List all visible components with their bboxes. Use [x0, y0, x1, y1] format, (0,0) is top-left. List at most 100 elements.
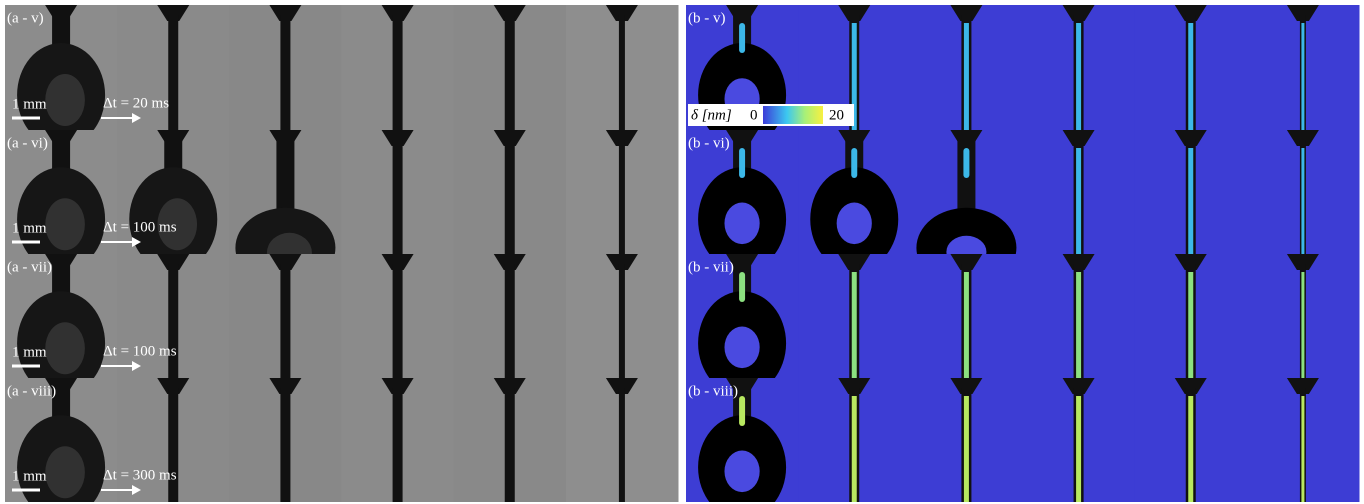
time-step: Δt = 100 ms: [103, 343, 177, 359]
thread: [168, 264, 178, 388]
thread: [505, 140, 515, 264]
panel-label: (a - vii): [7, 259, 52, 275]
thread: [505, 264, 515, 388]
thread-core: [963, 148, 969, 178]
thread: [505, 388, 515, 504]
thread: [393, 15, 403, 140]
drop-highlight: [45, 74, 85, 126]
drop-core: [837, 202, 872, 244]
scale-label: 1 mm: [12, 96, 47, 112]
thread-core: [851, 148, 857, 178]
thread: [619, 264, 625, 388]
image-cell: [910, 5, 1023, 140]
image-cell: [566, 378, 679, 504]
colorbar-max: 20: [829, 107, 844, 123]
image-cell: [117, 378, 230, 504]
panel-label: (a - vi): [7, 135, 48, 151]
image-cell: [798, 254, 911, 388]
scale-label: 1 mm: [12, 220, 47, 236]
image-cell: [454, 254, 567, 388]
image-cell: [1023, 378, 1136, 504]
panel-label: (b - vii): [688, 259, 734, 275]
thread-core: [964, 396, 969, 502]
thread: [619, 140, 625, 264]
thread-core: [964, 23, 969, 130]
thread-core: [1301, 23, 1304, 130]
scale-label: 1 mm: [12, 344, 47, 360]
image-cell: [1135, 378, 1248, 504]
thread-core: [1301, 272, 1304, 378]
thread-core: [1076, 148, 1081, 254]
thread-core: [852, 396, 857, 502]
image-cell: [1135, 130, 1248, 264]
thread-core: [852, 272, 857, 378]
thread: [168, 15, 178, 140]
image-cell: [1247, 254, 1360, 388]
figure: (a - v) 1 mm Δt = 20 ms (a - vi) 1 mm Δt = 10…: [0, 0, 1364, 504]
thread: [280, 264, 290, 388]
image-cell: [1247, 130, 1360, 264]
image-cell: [1023, 5, 1136, 140]
panel-label: (b - viii): [688, 383, 738, 399]
colorbar-min: 0: [750, 107, 758, 123]
thread-core: [1076, 23, 1081, 130]
image-cell: [454, 130, 567, 264]
colorbar-label: δ [nm]: [691, 107, 732, 123]
thread: [393, 388, 403, 504]
image-cell: [342, 130, 455, 264]
image-cell: [1135, 5, 1248, 140]
image-cell: [1135, 254, 1248, 388]
image-cell: [342, 378, 455, 504]
image-cell: [342, 5, 455, 140]
image-cell: [566, 130, 679, 264]
panel-label: (b - vi): [688, 135, 730, 151]
thread-core: [1301, 148, 1304, 254]
thread: [619, 388, 625, 504]
image-cell: [1023, 254, 1136, 388]
image-cell: [229, 5, 342, 140]
image-cell: [117, 130, 230, 271]
image-cell: [229, 254, 342, 388]
thread: [505, 15, 515, 140]
image-cell: [1023, 130, 1136, 264]
image-cell: [910, 254, 1023, 388]
thread-core: [964, 272, 969, 378]
drop-core: [724, 202, 759, 244]
thread-core: [1301, 396, 1304, 502]
thread-core: [1188, 396, 1193, 502]
time-step: Δt = 20 ms: [103, 95, 169, 111]
image-cell: [798, 378, 911, 504]
thread: [168, 388, 178, 504]
drop-highlight: [45, 446, 85, 498]
image-cell: [566, 5, 679, 140]
image-cell: [342, 254, 455, 388]
time-step: Δt = 100 ms: [103, 219, 177, 235]
thread-core: [1188, 148, 1193, 254]
drop-core: [724, 450, 759, 492]
drop-core: [724, 326, 759, 368]
image-cell: [454, 5, 567, 140]
thread: [619, 15, 625, 140]
image-cell: [454, 378, 567, 504]
thread: [393, 264, 403, 388]
colorbar: [763, 106, 823, 124]
image-cell: [910, 378, 1023, 504]
image-cell: [798, 130, 911, 271]
thread-core: [739, 396, 745, 426]
image-cell: [566, 254, 679, 388]
drop-highlight: [45, 198, 85, 250]
thread: [280, 388, 290, 504]
panel-label: (a - v): [7, 10, 44, 26]
thread-core: [1076, 272, 1081, 378]
time-step: Δt = 300 ms: [103, 467, 177, 483]
thread: [393, 140, 403, 264]
image-cell: [1247, 5, 1360, 140]
thread-core: [1076, 396, 1081, 502]
thread-core: [739, 148, 745, 178]
thread-core: [739, 272, 745, 302]
thread: [280, 15, 290, 140]
scale-label: 1 mm: [12, 468, 47, 484]
panel-label: (a - viii): [7, 383, 56, 399]
panel-label: (b - v): [688, 10, 726, 26]
thread-core: [1188, 272, 1193, 378]
